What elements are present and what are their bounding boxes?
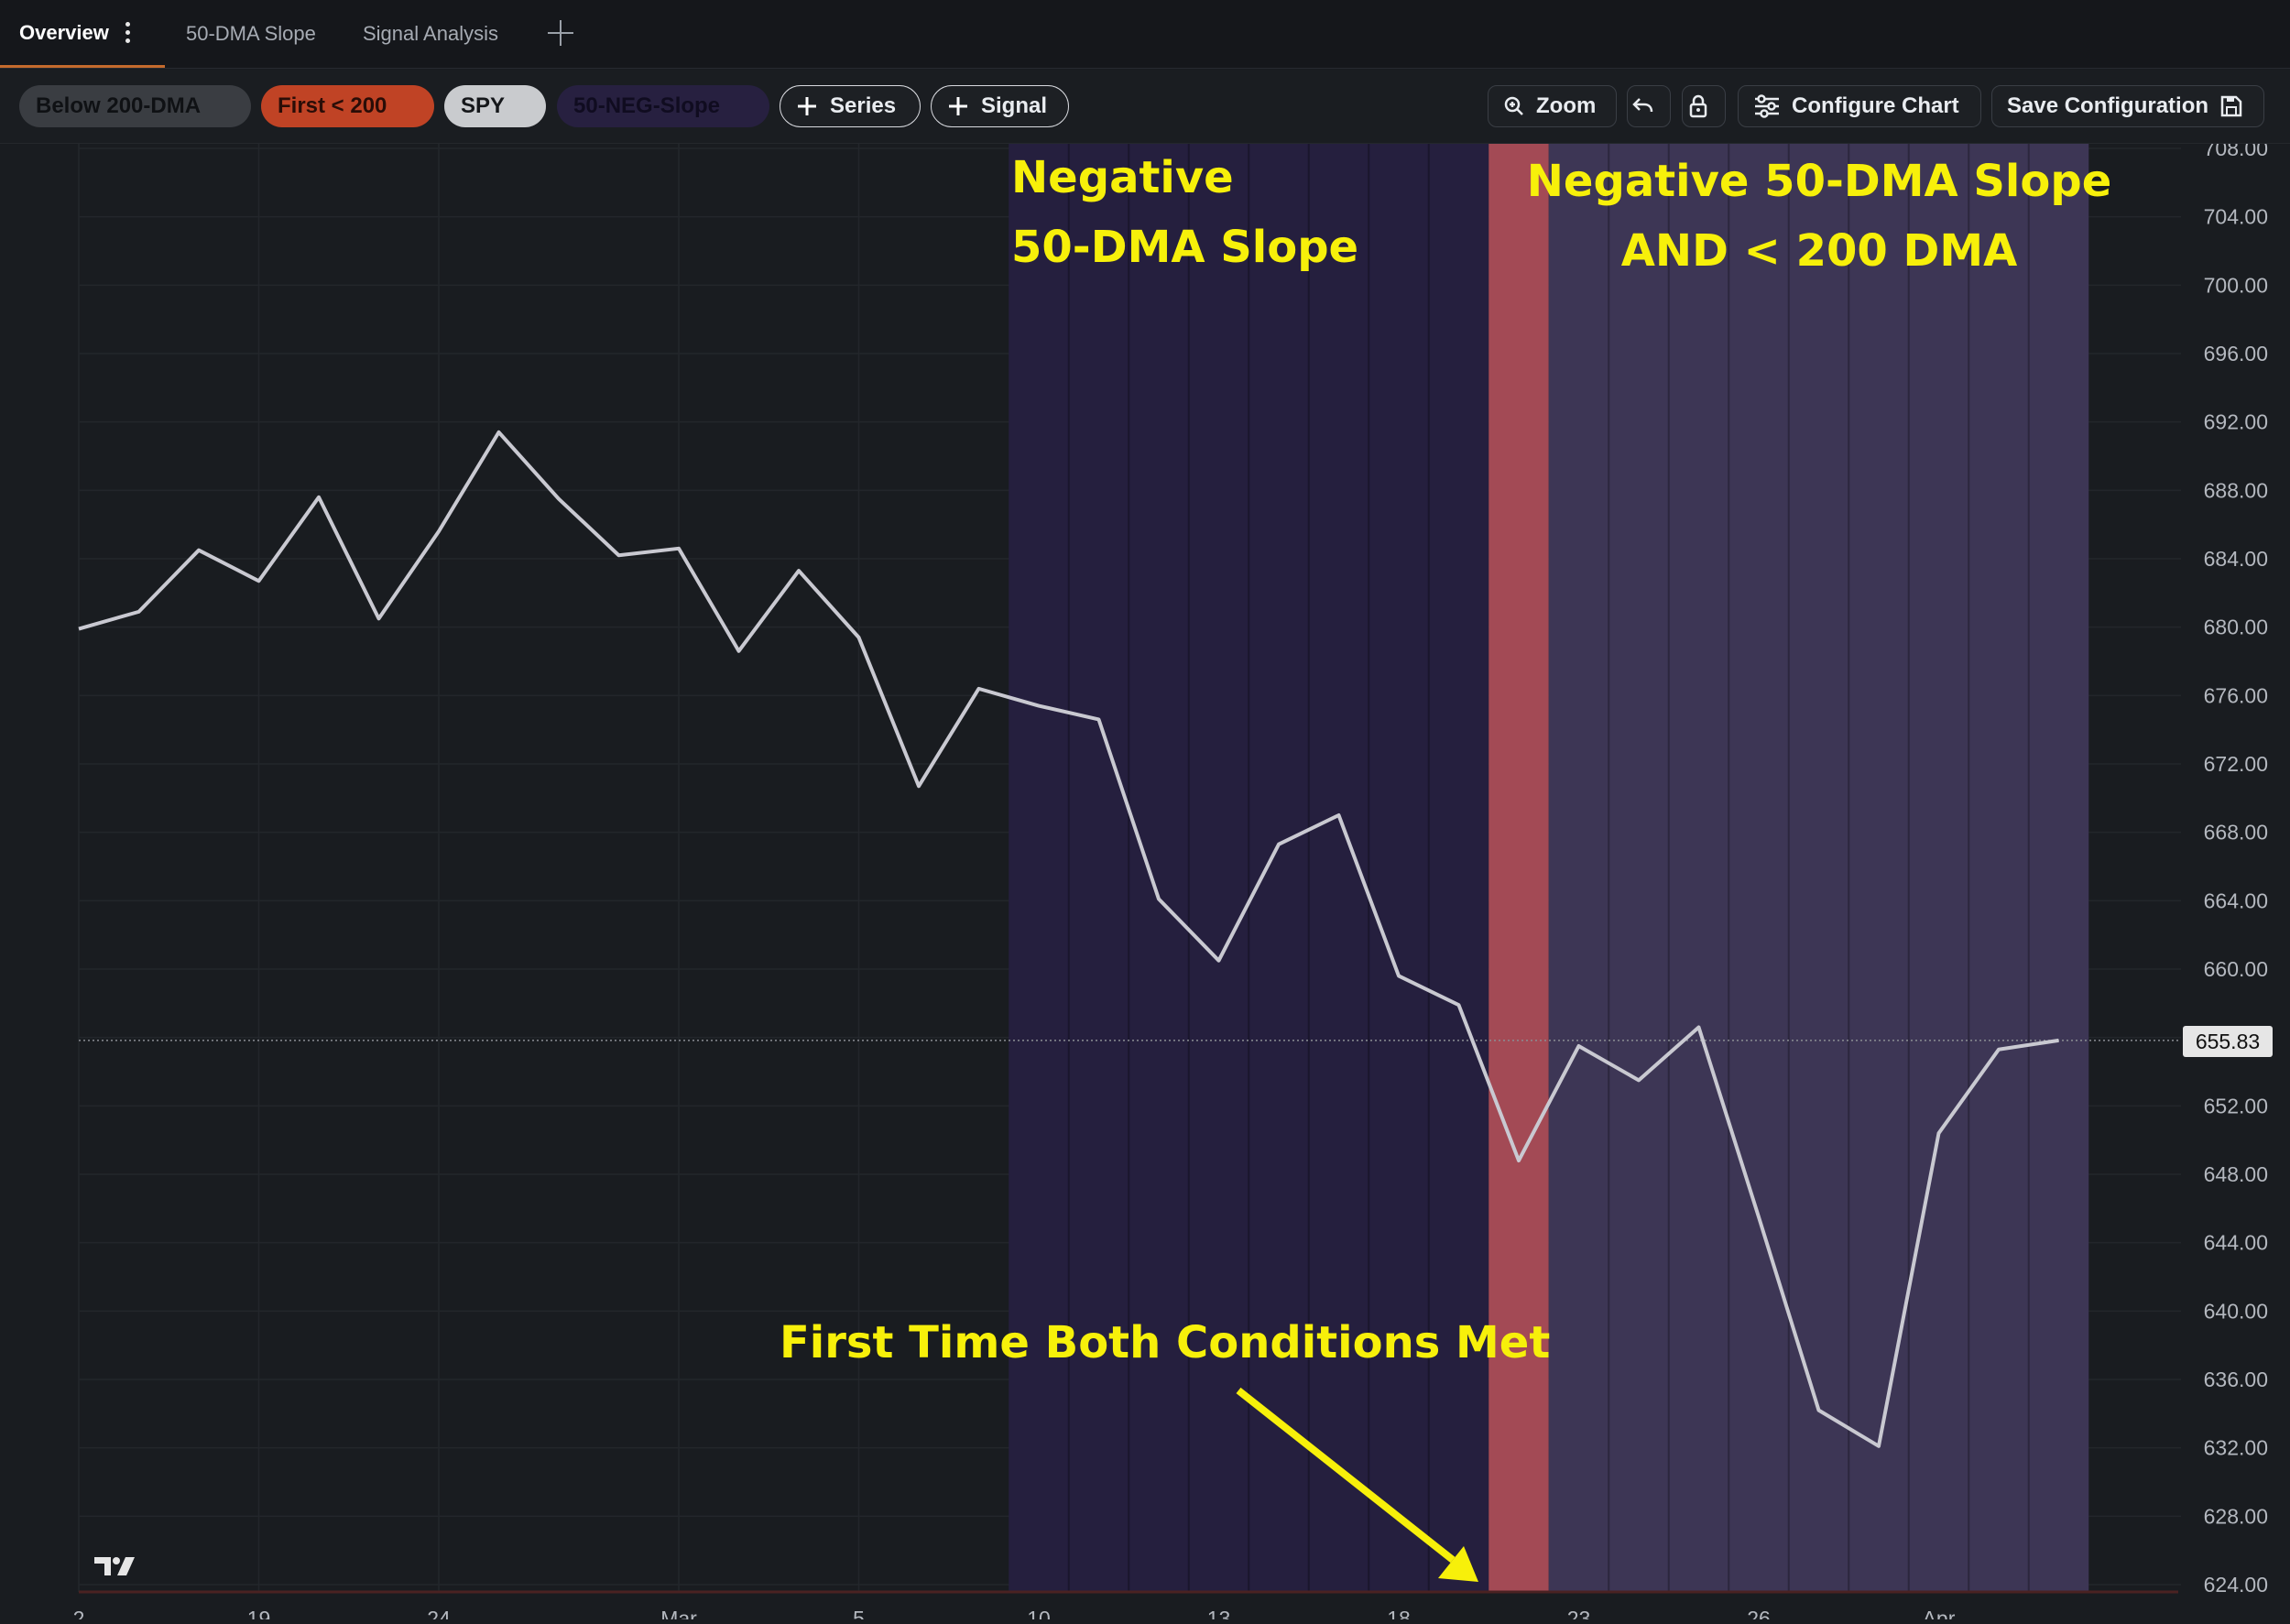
x-tick-label: 26	[1747, 1607, 1771, 1619]
y-tick-label: 700.00	[2204, 273, 2268, 297]
x-tick-label: Mar	[660, 1607, 697, 1619]
zoom-button[interactable]: Zoom	[1488, 85, 1617, 127]
x-tick-label: 2	[73, 1607, 85, 1619]
zoom-label: Zoom	[1536, 93, 1597, 118]
legend-pill-below-200-dma[interactable]: Below 200-DMA	[19, 85, 251, 127]
legend-pill-label: Below 200-DMA	[36, 93, 202, 118]
zoom-icon	[1504, 96, 1523, 115]
annotation-both-conditions: Negative 50-DMA Slope AND < 200 DMA	[1526, 147, 2112, 286]
y-tick-label: 680.00	[2204, 616, 2268, 639]
add-series-button[interactable]: Series	[780, 85, 921, 127]
y-tick-label: 672.00	[2204, 752, 2268, 776]
tab-label: 50-DMA Slope	[186, 22, 316, 45]
add-tab-icon[interactable]	[544, 16, 577, 49]
tab-signal-analysis[interactable]: Signal Analysis	[363, 0, 498, 68]
save-configuration-label: Save Configuration	[2007, 93, 2209, 118]
y-tick-label: 696.00	[2204, 342, 2268, 365]
y-tick-label: 644.00	[2204, 1231, 2268, 1255]
x-tick-label: 5	[853, 1607, 865, 1619]
add-series-label: Series	[830, 93, 897, 118]
save-configuration-button[interactable]: Save Configuration	[1991, 85, 2264, 127]
annotation-line: Negative	[1011, 152, 1234, 203]
legend-pill-first-below-200[interactable]: First < 200	[261, 85, 434, 127]
annotation-first-time: First Time Both Conditions Met	[780, 1317, 1551, 1368]
shaded-regions	[1009, 144, 2089, 1592]
y-tick-label: 660.00	[2204, 957, 2268, 981]
legend-pill-spy[interactable]: SPY	[444, 85, 546, 127]
y-tick-label: 692.00	[2204, 410, 2268, 434]
tab-bar: Overview 50-DMA Slope Signal Analysis	[0, 0, 2290, 69]
more-options-icon[interactable]	[125, 22, 130, 43]
y-tick-label: 652.00	[2204, 1094, 2268, 1117]
legend-pill-label: SPY	[461, 93, 506, 118]
price-chart[interactable]: 624.00 628.00 632.00 636.00 640.00 644.00 648.…	[0, 136, 2290, 1624]
x-tick-label: Apr	[1923, 1607, 1956, 1619]
sliders-icon	[1755, 94, 1779, 118]
plus-icon	[798, 97, 816, 115]
y-tick-label: 676.00	[2204, 683, 2268, 707]
undo-icon	[1632, 98, 1653, 113]
y-tick-label: 684.00	[2204, 547, 2268, 571]
y-tick-label: 688.00	[2204, 478, 2268, 502]
y-tick-label: 624.00	[2204, 1573, 2268, 1597]
legend-pill-label: 50-NEG-Slope	[573, 93, 721, 118]
x-tick-label: 10	[1027, 1607, 1051, 1619]
x-tick-label: 23	[1567, 1607, 1591, 1619]
y-tick-label: 628.00	[2204, 1504, 2268, 1528]
x-tick-label: 24	[427, 1607, 451, 1619]
y-tick-label: 640.00	[2204, 1299, 2268, 1323]
annotation-line: Negative 50-DMA Slope	[1526, 156, 2112, 207]
tradingview-logo-icon[interactable]	[94, 1555, 136, 1577]
shaded-region	[1488, 144, 1549, 1592]
tab-50-dma-slope[interactable]: 50-DMA Slope	[186, 0, 316, 68]
x-tick-label: 19	[247, 1607, 271, 1619]
undo-button[interactable]	[1627, 85, 1671, 127]
tab-overview[interactable]: Overview	[0, 0, 165, 68]
annotation-line: 50-DMA Slope	[1011, 222, 1359, 273]
save-icon	[2220, 95, 2242, 117]
legend-pill-50-neg-slope[interactable]: 50-NEG-Slope	[557, 85, 769, 127]
configure-chart-label: Configure Chart	[1792, 93, 1959, 118]
arrow-head	[1438, 1546, 1478, 1582]
y-axis: 624.00 628.00 632.00 636.00 640.00 644.00 648.…	[2204, 136, 2268, 1597]
spy-price-line	[78, 430, 2059, 1448]
tab-label: Signal Analysis	[363, 22, 498, 45]
annotation-line: AND < 200 DMA	[1620, 225, 2018, 277]
lock-icon	[1689, 94, 1707, 118]
y-tick-label: 708.00	[2204, 144, 2268, 160]
y-tick-label: 668.00	[2204, 821, 2268, 845]
y-tick-label: 636.00	[2204, 1368, 2268, 1391]
y-tick-label: 664.00	[2204, 888, 2268, 912]
y-tick-label: 632.00	[2204, 1436, 2268, 1460]
y-tick-label: 648.00	[2204, 1162, 2268, 1186]
legend-pill-label: First < 200	[278, 93, 387, 118]
lock-button[interactable]	[1682, 85, 1726, 127]
chart-canvas[interactable]: 624.00 628.00 632.00 636.00 640.00 644.00 648.…	[0, 136, 2290, 1624]
configure-chart-button[interactable]: Configure Chart	[1738, 85, 1981, 127]
x-axis: 2 19 24 Mar 5 10 13 18 23 26 Apr	[73, 1607, 1956, 1624]
last-price-label: 655.83	[2183, 1026, 2273, 1057]
shaded-region	[1009, 144, 1489, 1592]
x-tick-label: 13	[1207, 1607, 1231, 1619]
y-tick-label: 704.00	[2204, 205, 2268, 229]
arrow-shaft	[1236, 1387, 1456, 1564]
region-dividers	[1067, 144, 2030, 1592]
y-axis-panel	[2181, 144, 2290, 1619]
annotation-neg-slope: Negative 50-DMA Slope	[1011, 143, 1358, 282]
chart-toolbar: Below 200-DMA First < 200 SPY 50-NEG-Slo…	[0, 70, 2290, 144]
x-tick-label: 18	[1387, 1607, 1411, 1619]
shaded-region	[1548, 144, 2089, 1592]
annotation-arrow	[1236, 1387, 1478, 1582]
add-signal-button[interactable]: Signal	[931, 85, 1069, 127]
tab-label: Overview	[19, 20, 109, 44]
add-signal-label: Signal	[981, 93, 1048, 118]
plus-icon	[949, 97, 967, 115]
